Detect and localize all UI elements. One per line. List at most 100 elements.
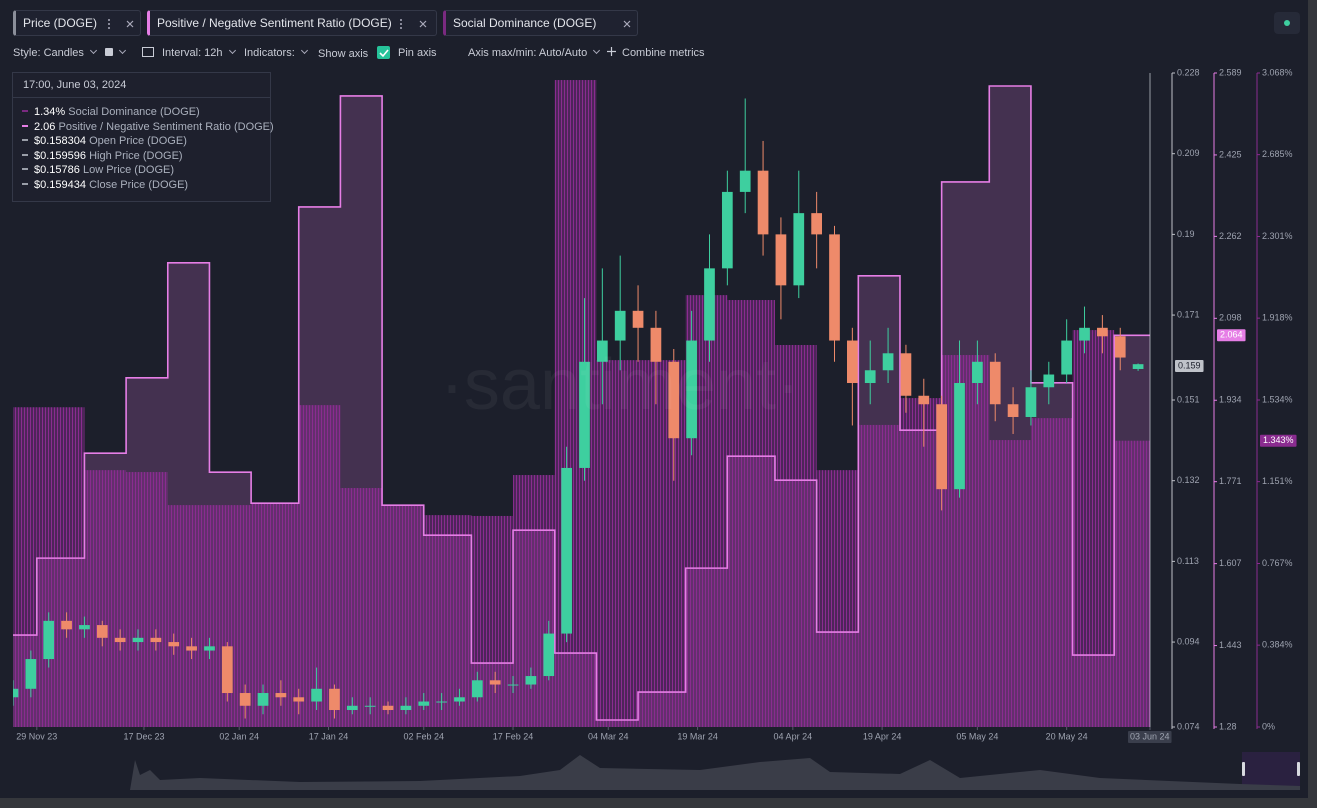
current-value-box [1260,434,1297,447]
tooltip-label: Low Price (DOGE) [82,164,175,177]
legend-dash [22,153,28,156]
tooltip-rows: 1.34% Social Dominance (DOGE) 2.06 Positi… [13,98,274,193]
tab[interactable]: Price (DOGE) [13,10,141,36]
combine-metrics-button[interactable]: Combine metrics [607,46,705,60]
tooltip-label: Close Price (DOGE) [89,178,189,191]
candle-body [668,361,680,439]
tab[interactable]: Positive / Negative Sentiment Ratio (DOG… [147,10,437,36]
candle-body [900,353,912,396]
current-value-label: 2.064 [1220,330,1243,340]
x-tick-label: 04 Apr 24 [774,731,813,741]
tab-close-icon[interactable] [125,18,135,30]
candle-body [632,310,644,328]
dominance-bar [340,488,383,727]
legend-dash [22,139,28,142]
dominance-bar [941,355,990,727]
navigator-window[interactable] [1242,752,1300,790]
tooltip-title: 17:00, June 03, 2024 [13,73,270,98]
x-tick-label: 05 May 24 [956,731,998,741]
candle-body [972,361,983,384]
interval-label: Interval: 12h [162,47,223,59]
candle-body [1097,327,1108,337]
style-dropdown[interactable]: Style: Candles [13,46,97,60]
y-tick-label: 1.534% [1262,394,1293,404]
dominance-bar [13,407,37,727]
y-tick-label: 0.209 [1177,148,1200,158]
x-tick-label: 17 Feb 24 [493,731,534,741]
candle-body [811,213,822,235]
dominance-bar [774,345,817,727]
candle-body [454,697,465,702]
x-tick-label: 17 Dec 23 [123,731,164,741]
color-dropdown[interactable] [105,46,127,60]
current-value-label: 0.159 [1178,360,1201,370]
candle-body [329,688,340,711]
dominance-bar [36,407,85,727]
interval-dropdown[interactable]: Interval: 12h [142,46,236,60]
candle-body [918,395,930,405]
tooltip-value: $0.15786 [34,164,80,177]
candle-body [543,633,555,677]
dominance-bar [1030,418,1073,727]
tab-menu-icon[interactable] [104,18,118,30]
axis-minmax-label: Axis max/min: Auto/Auto [468,47,588,59]
axis-minmax-dropdown[interactable]: Axis max/min: Auto/Auto [468,46,601,60]
candle-body [650,327,662,362]
sentiment-line [13,85,1150,721]
status-dot [1284,20,1290,26]
candle-body [364,705,376,707]
tooltip-row: 2.06 Positive / Negative Sentiment Ratio… [13,120,274,135]
candle-body [25,659,37,689]
legend-dash [22,124,28,127]
watermark: ·santiment· [440,345,800,425]
combine-label: Combine metrics [622,47,705,59]
candle-body [239,693,251,706]
candle-body [739,170,751,192]
current-value-box [1175,360,1204,373]
show-axis-toggle[interactable]: Show axis [318,46,391,61]
tab-close-icon[interactable] [418,18,428,30]
tooltip-label: Positive / Negative Sentiment Ratio (DOG… [58,120,274,133]
y-tick-label: 1.771 [1219,476,1242,486]
pin-axis-toggle[interactable]: Pin axis [398,46,437,60]
navigator-handle[interactable] [1297,762,1300,776]
tab-menu-icon[interactable] [396,18,410,30]
y-tick-label: 0.767% [1262,558,1293,568]
candle-body [1043,374,1055,388]
tooltip-label: Social Dominance (DOGE) [68,106,200,118]
y-tick-label: 0.094 [1177,636,1200,646]
candle-body [346,705,358,711]
tooltip-value: $0.159596 [34,149,86,162]
dominance-bar [251,502,299,727]
style-label: Style: Candles [13,47,84,59]
tab-close-icon[interactable] [622,18,632,30]
current-value-label: 1.343% [1263,435,1294,445]
candle-body [43,620,55,660]
y-tick-label: 3.068% [1262,67,1293,77]
candle-body [114,637,126,643]
indicators-dropdown[interactable]: Indicators: [244,46,308,60]
tooltip-row: $0.158304 Open Price (DOGE) [13,134,270,149]
dominance-bar [596,360,639,727]
x-tick-label: 29 Nov 23 [16,731,57,741]
dominance-bar [298,405,341,727]
candle-body [186,646,197,651]
y-tick-label: 0.074 [1177,721,1200,731]
candle-body [882,353,894,371]
current-value-box [1217,329,1246,342]
show-axis-label: Show axis [318,48,369,60]
candle-body [507,684,519,686]
tab[interactable]: Social Dominance (DOGE) [443,10,638,36]
candle-body [132,637,144,643]
candle-body [704,268,715,341]
navigator-handle[interactable] [1242,762,1245,776]
y-tick-label: 0.171 [1177,309,1200,319]
y-tick-label: 0.384% [1262,640,1293,650]
tooltip-value: $0.159434 [34,178,86,191]
y-tick-label: 2.685% [1262,149,1293,159]
candle-body [96,625,108,638]
candle-body [525,676,537,685]
y-tick-label: 1.28 [1219,721,1237,731]
tooltip-label: High Price (DOGE) [89,149,183,162]
